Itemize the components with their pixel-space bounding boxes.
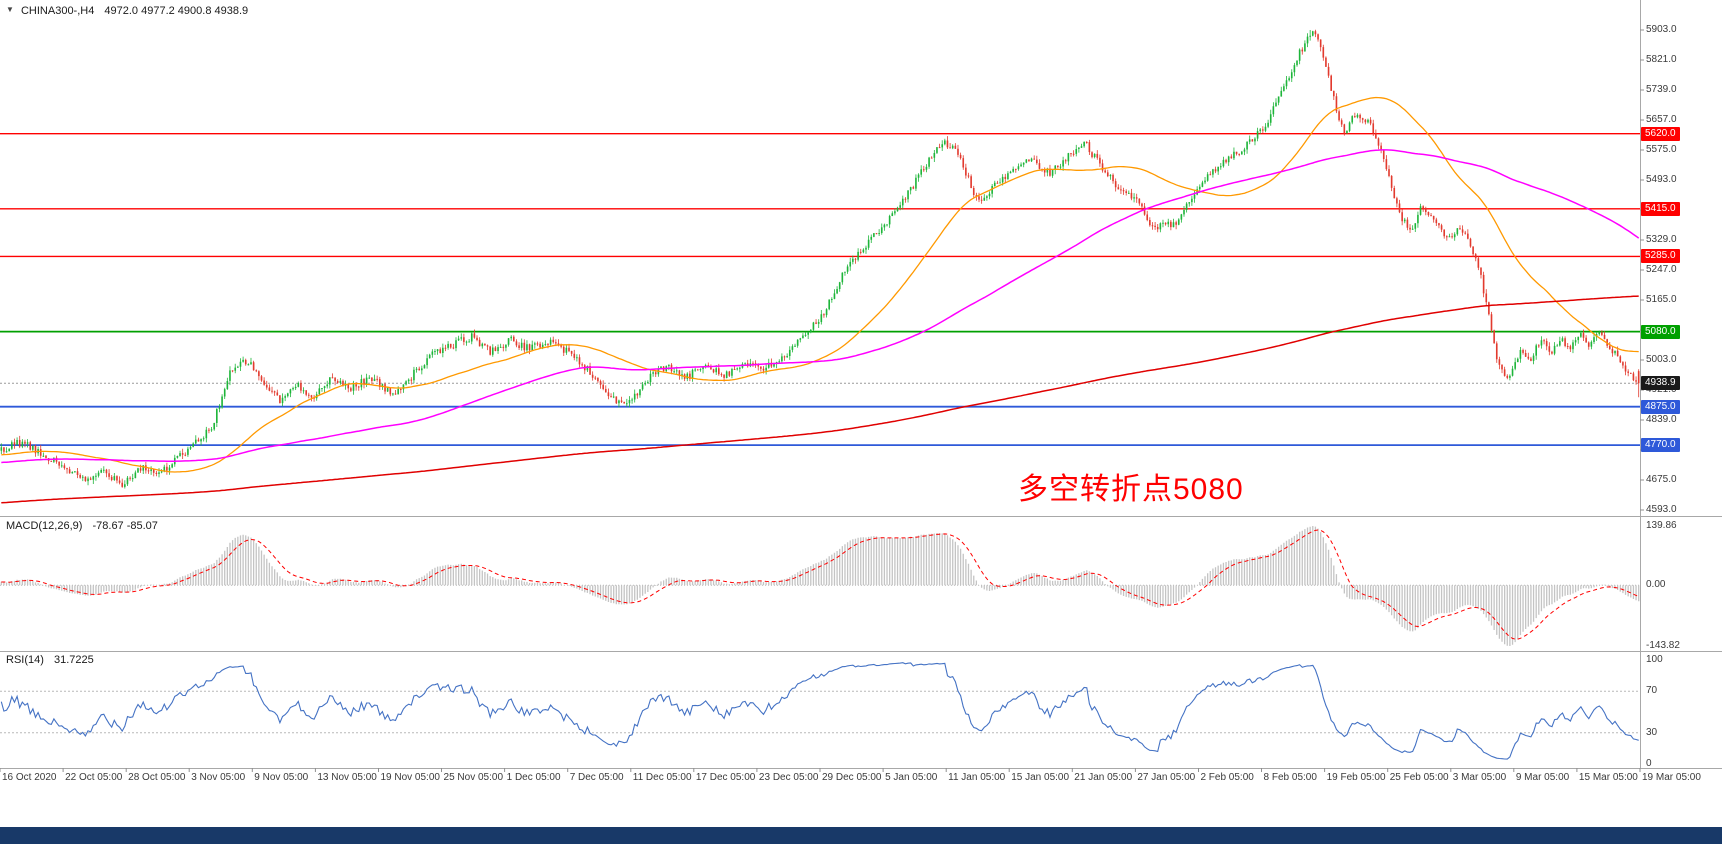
slow-ma xyxy=(1,295,1639,504)
x-axis-label: 15 Mar 05:00 xyxy=(1578,772,1638,783)
macd-tick-label: -143.82 xyxy=(1646,640,1680,651)
macd-values: -78.67 -85.07 xyxy=(92,520,158,532)
symbol-period-label: CHINA300-,H4 xyxy=(20,5,95,17)
price-tick-label: 5003.0 xyxy=(1646,354,1677,365)
level-price-tag: 5620.0 xyxy=(1641,126,1680,141)
price-tick-label: 5657.0 xyxy=(1646,114,1677,125)
x-axis-label: 25 Feb 05:00 xyxy=(1389,772,1449,783)
x-axis-label: 1 Dec 05:00 xyxy=(506,772,561,783)
x-axis-label: 19 Nov 05:00 xyxy=(380,772,440,783)
horizontal-level-lines[interactable] xyxy=(0,132,1640,447)
price-tick-label: 4839.0 xyxy=(1646,414,1677,425)
x-axis-label: 28 Oct 05:00 xyxy=(128,772,186,783)
price-tick-label: 5165.0 xyxy=(1646,294,1677,305)
x-axis-label: 3 Nov 05:00 xyxy=(191,772,246,783)
x-axis-label: 22 Oct 05:00 xyxy=(65,772,123,783)
symbol-dropdown-icon[interactable]: ▼ xyxy=(6,5,14,14)
price-tick-label: 5903.0 xyxy=(1646,24,1677,35)
candlesticks xyxy=(0,29,1640,489)
level-price-tag: 4770.0 xyxy=(1641,438,1680,453)
chart-symbol-header: ▼ CHINA300-,H4 4972.0 4977.2 4900.8 4938… xyxy=(6,5,248,17)
macd-plot xyxy=(0,526,1640,646)
macd-histogram xyxy=(0,526,1640,646)
macd-indicator-header: MACD(12,26,9) -78.67 -85.07 xyxy=(6,520,158,532)
current-price-tag: 4938.9 xyxy=(1641,376,1680,391)
mid-ma xyxy=(1,149,1640,464)
rsi-tick-label: 30 xyxy=(1646,726,1658,738)
price-tick-label: 5329.0 xyxy=(1646,234,1677,245)
x-axis-label: 29 Dec 05:00 xyxy=(822,772,882,783)
x-axis-label: 2 Feb 05:00 xyxy=(1200,772,1254,783)
x-axis-label: 9 Mar 05:00 xyxy=(1515,772,1570,783)
x-axis-label: 21 Jan 05:00 xyxy=(1074,772,1133,783)
chart-annotation: 多空转折点5080 xyxy=(1018,473,1244,506)
x-axis-label: 7 Dec 05:00 xyxy=(569,772,624,783)
x-axis-label: 8 Feb 05:00 xyxy=(1263,772,1317,783)
rsi-tick-label: 70 xyxy=(1646,685,1658,697)
x-axis-label: 27 Jan 05:00 xyxy=(1137,772,1196,783)
axis-tick-marks xyxy=(0,29,1644,772)
ohlc-values: 4972.0 4977.2 4900.8 4938.9 xyxy=(104,5,249,17)
x-axis-label: 19 Mar 05:00 xyxy=(1642,772,1701,783)
macd-label: MACD(12,26,9) xyxy=(6,520,83,532)
price-tick-label: 5821.0 xyxy=(1646,54,1677,65)
price-tick-label: 5575.0 xyxy=(1646,144,1677,155)
macd-tick-label: 0.00 xyxy=(1646,579,1666,591)
x-axis-label: 25 Nov 05:00 xyxy=(443,772,504,783)
level-price-tag: 4875.0 xyxy=(1641,399,1680,414)
x-axis-label: 23 Dec 05:00 xyxy=(758,772,819,783)
fast-ma xyxy=(1,96,1639,473)
price-tick-label: 4593.0 xyxy=(1646,504,1677,515)
x-axis-label: 11 Dec 05:00 xyxy=(632,772,692,783)
rsi-indicator-header: RSI(14) 31.7225 xyxy=(6,654,94,666)
rsi-plot xyxy=(0,662,1640,760)
x-axis-label: 13 Nov 05:00 xyxy=(317,772,377,783)
price-tick-label: 4675.0 xyxy=(1646,474,1677,485)
rsi-tick-label: 100 xyxy=(1646,654,1663,665)
rsi-line xyxy=(0,662,1639,760)
taskbar[interactable] xyxy=(0,827,1722,844)
price-tick-label: 5247.0 xyxy=(1646,264,1677,275)
rsi-tick-label: 0 xyxy=(1646,758,1652,769)
x-axis-label: 19 Feb 05:00 xyxy=(1326,772,1386,783)
x-axis-label: 11 Jan 05:00 xyxy=(948,772,1006,783)
macd-tick-label: 139.86 xyxy=(1646,520,1677,531)
moving-average-lines xyxy=(1,96,1640,504)
level-price-tag: 5415.0 xyxy=(1641,201,1680,216)
x-axis-label: 5 Jan 05:00 xyxy=(885,772,938,783)
panel-separators xyxy=(0,0,1722,769)
rsi-label: RSI(14) xyxy=(6,654,44,666)
x-axis-label: 9 Nov 05:00 xyxy=(254,772,309,783)
macd-signal-line xyxy=(1,529,1639,640)
x-axis-label: 15 Jan 05:00 xyxy=(1011,772,1070,783)
rsi-value: 31.7225 xyxy=(53,654,94,666)
x-axis-label: 3 Mar 05:00 xyxy=(1452,772,1507,783)
price-tick-label: 5493.0 xyxy=(1646,174,1677,185)
level-price-tag: 5080.0 xyxy=(1641,324,1680,339)
x-axis-label: 16 Oct 2020 xyxy=(2,772,57,783)
price-tick-label: 5739.0 xyxy=(1646,84,1677,95)
x-axis-label: 17 Dec 05:00 xyxy=(695,772,756,783)
level-price-tag: 5285.0 xyxy=(1641,249,1680,264)
